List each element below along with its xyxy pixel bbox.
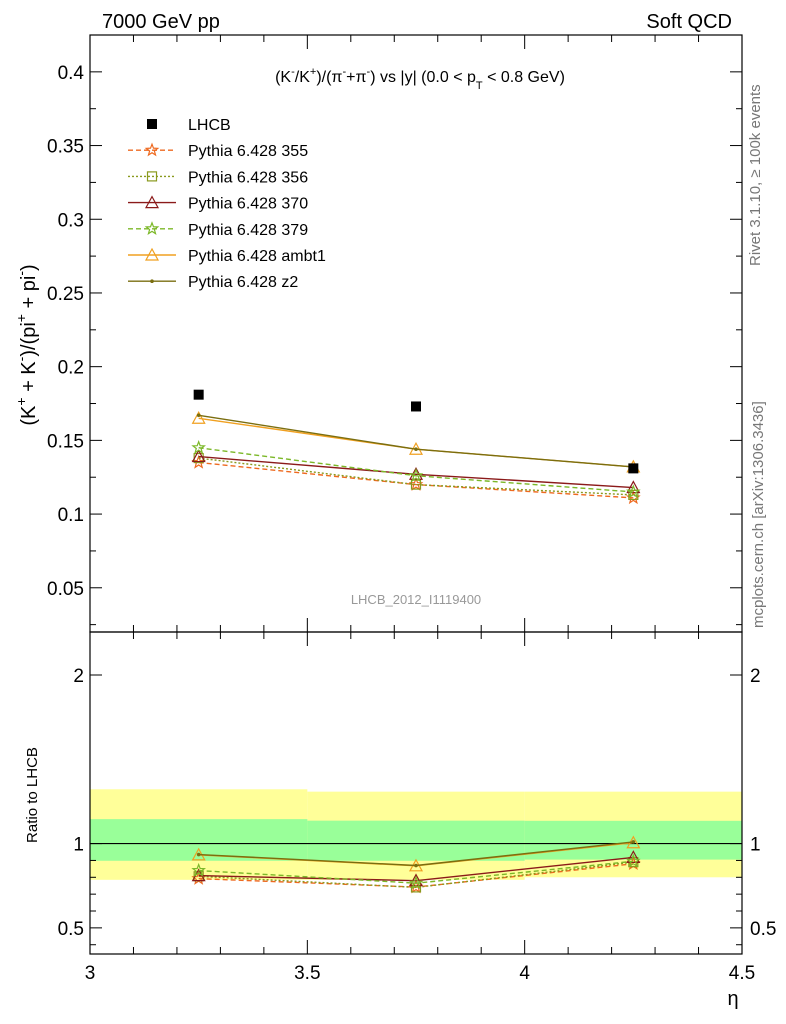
main-series-line-p355: [198, 461, 634, 499]
legend-marker-p356: [146, 171, 158, 182]
legend-item-p379: Pythia 6.428 379: [128, 221, 308, 239]
main-series-point-p356: [628, 489, 639, 501]
main-series-point-p379: [626, 484, 641, 499]
legend-item-p355: Pythia 6.428 355: [128, 142, 308, 160]
main-series-point-p379: [191, 440, 206, 454]
ratio-plot-panel: 0.5 0.5 1 1 2 2 3 3.5 4 4.5 Ratio to LHCB η: [24, 631, 776, 1010]
main-series-point-p356: [410, 479, 422, 490]
main-y-tick-label: 0.15: [47, 431, 84, 452]
main-series-point-ambt1: [191, 411, 206, 424]
legend-marker-ambt1: [144, 247, 160, 261]
ratio-y-tick-label-left: 0.5: [58, 919, 84, 940]
ratio-series-point-z2: [196, 852, 201, 857]
main-plot-panel: 0.05 0.1 0.15 0.2 0.25 0.3 0.35 0.4 LHCB_2012_I…: [13, 34, 743, 633]
ratio-y-tick-label-right: 0.5: [750, 919, 776, 940]
x-tick-label: 3.5: [294, 963, 320, 984]
main-y-tick-label: 0.4: [58, 63, 85, 84]
ratio-y-tick-label-right: 1: [750, 835, 761, 856]
analysis-watermark: LHCB_2012_I1119400: [351, 592, 481, 607]
legend-label-z2: Pythia 6.428 z2: [188, 274, 298, 291]
main-y-tick-label: 0.25: [47, 284, 84, 305]
ratio-y-tick-label-left: 1: [73, 835, 84, 856]
legend-item-p356: Pythia 6.428 356: [128, 169, 308, 186]
ratio-series-point-p379: [626, 853, 641, 868]
legend-marker-p355: [144, 142, 160, 157]
ratio-y-tick-label-right: 2: [750, 666, 761, 687]
legend-label-p370: Pythia 6.428 370: [188, 196, 308, 213]
legend-marker-data: [147, 119, 157, 129]
header-left-label: 7000 GeV pp: [102, 11, 220, 33]
ratio-series-point-p370: [626, 850, 641, 864]
legend-marker-p379: [144, 221, 160, 236]
main-series-line-p356: [198, 457, 634, 496]
header-right-label: Soft QCD: [646, 11, 732, 33]
legend-label-data: LHCB: [188, 117, 231, 134]
data-point-lhcb: [628, 463, 639, 474]
ratio-y-axis-label: Ratio to LHCB: [24, 747, 41, 843]
main-series-point-z2: [196, 413, 201, 418]
legend-label-p379: Pythia 6.428 379: [188, 222, 308, 239]
ratio-series-line-p356: [198, 861, 634, 889]
x-tick-label: 3: [85, 963, 96, 984]
main-y-tick-label: 0.1: [58, 505, 84, 526]
ratio-plot-frame: [89, 631, 743, 955]
mcplots-reference-label: mcplots.cern.ch [arXiv:1306.3436]: [750, 401, 767, 628]
data-point-lhcb: [193, 389, 204, 400]
legend-label-p356: Pythia 6.428 356: [188, 169, 308, 186]
legend-item-data: LHCB: [147, 117, 231, 134]
legend-item-z2: Pythia 6.428 z2: [128, 274, 298, 291]
ratio-series-point-p379: [408, 875, 424, 890]
x-tick-label: 4.5: [729, 963, 755, 984]
main-series-line-p370: [198, 455, 634, 489]
ratio-series-line-p379: [198, 860, 634, 884]
main-series-point-p379: [408, 468, 424, 482]
main-series-line-z2: [198, 414, 634, 468]
main-series-line-p379: [198, 447, 634, 493]
main-series-point-z2: [414, 447, 418, 452]
legend-marker-z2: [150, 279, 154, 284]
main-y-tick-label: 0.2: [58, 358, 84, 379]
ratio-y-tick-label-left: 2: [73, 666, 84, 687]
legend-label-p355: Pythia 6.428 355: [188, 143, 308, 160]
ratio-series-line-p370: [198, 856, 634, 882]
data-point-lhcb: [411, 401, 421, 412]
ratio-series-point-z2: [631, 840, 636, 844]
ratio-uncertainty-band-inner: [307, 820, 525, 861]
x-tick-label: 4: [519, 963, 530, 984]
legend-marker-p370: [144, 195, 160, 209]
main-series-point-p370: [626, 480, 641, 494]
main-y-tick-label: 0.35: [47, 137, 84, 158]
ratio-series-point-z2: [414, 863, 418, 868]
main-y-tick-label: 0.3: [58, 210, 84, 231]
plot-title: (K-/K+)/(π-+π-) vs |y| (0.0 < pT < 0.8 G…: [275, 66, 565, 92]
legend: LHCB Pythia 6.428 355 Pythia 6.428 356 Pyth…: [128, 117, 326, 291]
main-series-point-p370: [191, 449, 206, 463]
main-y-tick-label: 0.05: [47, 579, 84, 600]
legend-item-ambt1: Pythia 6.428 ambt1: [128, 247, 326, 265]
ratio-series-point-p379: [191, 862, 206, 877]
x-axis-label: η: [727, 988, 738, 1010]
rivet-version-label: Rivet 3.1.10, ≥ 100k events: [747, 84, 764, 266]
main-y-axis-label: (K+ + K-)/(pi+ + pi-): [13, 264, 40, 425]
legend-item-p370: Pythia 6.428 370: [128, 195, 308, 213]
legend-label-ambt1: Pythia 6.428 ambt1: [188, 248, 326, 265]
